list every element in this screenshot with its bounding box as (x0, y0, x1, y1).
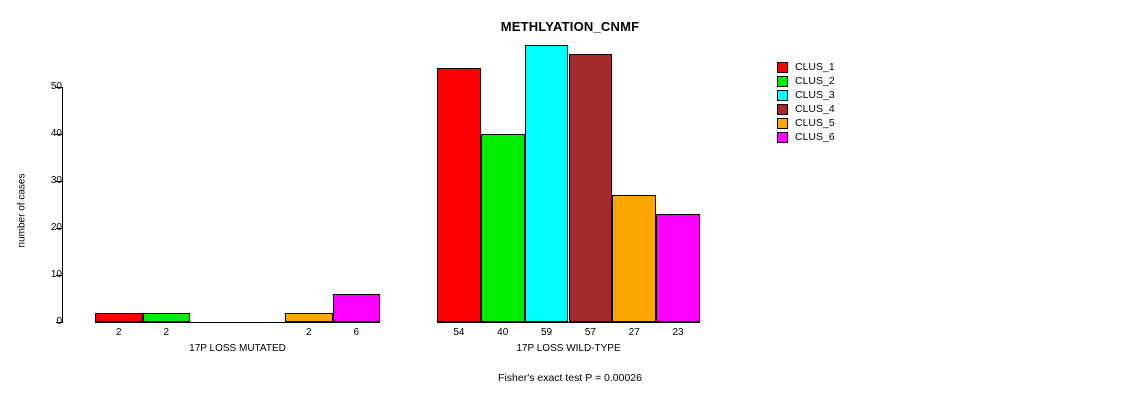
x-axis-group-label: 17P LOSS WILD-TYPE (516, 343, 621, 354)
legend: CLUS_1 CLUS_2 CLUS_3 CLUS_4 CLUS_5 CLUS_6 (777, 60, 897, 144)
bar-clus_2-group2 (480, 134, 525, 322)
bar-value-label: 57 (584, 327, 596, 338)
y-tick-label: 30 (50, 175, 62, 186)
y-tick-label-wrap: 0 (28, 317, 62, 327)
y-tick-label: 20 (50, 222, 62, 233)
y-axis-label: number of cases (16, 173, 28, 248)
y-tick-label: 10 (50, 269, 62, 280)
legend-color-swatch (777, 103, 788, 115)
bar-clus_5-group2 (612, 195, 657, 322)
legend-item-label: CLUS_5 (795, 116, 835, 129)
bar-clus_2-group1 (142, 312, 190, 322)
legend-item-clus_4: CLUS_4 (777, 102, 897, 116)
legend-color-swatch (777, 117, 788, 129)
legend-item-label: CLUS_3 (795, 88, 835, 101)
legend-color-swatch (777, 75, 788, 87)
legend-item-clus_6: CLUS_6 (777, 130, 897, 144)
x-axis-group-label: 17P LOSS MUTATED (189, 343, 286, 354)
legend-item-clus_3: CLUS_3 (777, 88, 897, 102)
y-tick-mark (56, 87, 62, 88)
y-tick-mark (56, 134, 62, 135)
legend-item-label: CLUS_1 (795, 60, 835, 73)
bar-value-label: 6 (353, 327, 360, 338)
y-tick-mark (56, 322, 62, 323)
legend-item-clus_2: CLUS_2 (777, 74, 897, 88)
bar-value-label: 54 (453, 327, 465, 338)
legend-item-label: CLUS_6 (795, 130, 835, 143)
bar-clus_1-group1 (95, 312, 143, 322)
y-tick-label-wrap: 50 (28, 82, 62, 92)
legend-color-swatch (777, 131, 788, 143)
legend-color-swatch (777, 89, 788, 101)
bar-value-label: 27 (628, 327, 640, 338)
page-title: METHLYATION_CNMF (500, 19, 640, 34)
legend-color-swatch (777, 61, 788, 73)
statistical-annotation: Fisher's exact test P = 0.00026 (498, 372, 642, 384)
group-axis-line (95, 322, 380, 323)
group-axis-line (437, 322, 700, 323)
bar-value-label: 23 (672, 327, 684, 338)
bar-clus_3-group2 (524, 44, 569, 322)
bar-value-label: 59 (541, 327, 553, 338)
bar-value-label: 2 (305, 327, 312, 338)
bar-clus_4-group2 (568, 54, 613, 322)
y-tick-label-wrap: 30 (28, 176, 62, 186)
bar-clus_6-group2 (656, 213, 700, 322)
legend-item-label: CLUS_4 (795, 102, 835, 115)
bar-value-label: 40 (497, 327, 509, 338)
y-tick-label-wrap: 20 (28, 223, 62, 233)
bar-clus_6-group1 (332, 293, 380, 322)
bar-clus_5-group1 (285, 312, 333, 322)
legend-item-label: CLUS_2 (795, 74, 835, 87)
y-tick-label: 50 (50, 81, 62, 92)
bar-value-label: 2 (163, 327, 170, 338)
bar-value-label: 2 (115, 327, 122, 338)
legend-item-clus_1: CLUS_1 (777, 60, 897, 74)
y-tick-label: 0 (56, 316, 62, 327)
y-tick-mark (56, 275, 62, 276)
y-axis-line (62, 87, 63, 323)
bar-clus_1-group2 (437, 68, 481, 322)
y-tick-label: 40 (50, 128, 62, 139)
y-tick-mark (56, 228, 62, 229)
legend-item-clus_5: CLUS_5 (777, 116, 897, 130)
y-tick-label-wrap: 10 (28, 270, 62, 280)
y-tick-label-wrap: 40 (28, 129, 62, 139)
y-tick-mark (56, 181, 62, 182)
